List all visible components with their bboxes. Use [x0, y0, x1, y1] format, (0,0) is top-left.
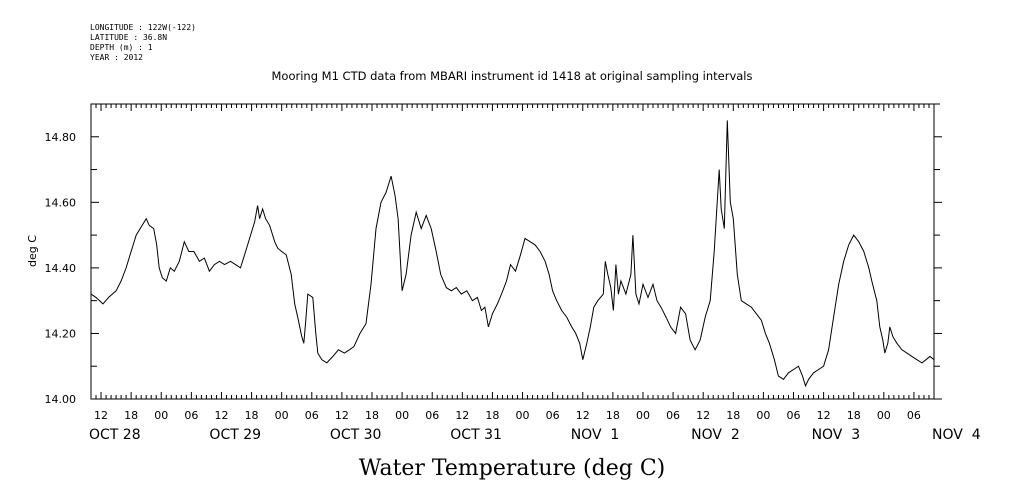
x-tick-label: 00 [516, 409, 530, 422]
y-axis-label: deg C [26, 235, 39, 267]
y-tick-label: 14.00 [45, 393, 77, 406]
x-tick-label: 18 [485, 409, 499, 422]
x-tick-label: 00 [275, 409, 289, 422]
x-tick-label: 12 [696, 409, 710, 422]
x-tick-label: 12 [214, 409, 228, 422]
x-tick-label: 18 [245, 409, 259, 422]
x-tick-label: 18 [847, 409, 861, 422]
x-day-label: OCT 30 [330, 427, 382, 443]
x-tick-label: 00 [154, 409, 168, 422]
x-tick-label: 06 [184, 409, 198, 422]
x-tick-label: 00 [877, 409, 891, 422]
x-tick-label: 18 [124, 409, 138, 422]
x-day-label: NOV 2 [691, 427, 740, 443]
y-tick-label: 14.40 [45, 262, 77, 275]
x-day-label: OCT 31 [450, 427, 502, 443]
x-day-label: NOV 4 [932, 427, 981, 443]
x-tick-label: 18 [726, 409, 740, 422]
x-tick-label: 00 [756, 409, 770, 422]
x-tick-label: 06 [907, 409, 921, 422]
x-tick-label: 18 [365, 409, 379, 422]
plot-frame [90, 103, 935, 400]
x-tick-label: 12 [576, 409, 590, 422]
x-tick-label: 06 [305, 409, 319, 422]
y-tick-label: 14.20 [45, 327, 77, 340]
x-tick-label: 06 [787, 409, 801, 422]
x-tick-label: 12 [455, 409, 469, 422]
x-tick-label: 06 [425, 409, 439, 422]
x-tick-label: 12 [817, 409, 831, 422]
x-day-label: OCT 29 [209, 427, 261, 443]
y-tick-label: 14.60 [45, 196, 77, 209]
longitude-label: LONGITUDE : 122W(-122) [90, 23, 196, 32]
x-day-label: NOV 3 [812, 427, 861, 443]
year-label: YEAR : 2012 [90, 53, 143, 62]
x-tick-label: 12 [335, 409, 349, 422]
chart-title: Mooring M1 CTD data from MBARI instrumen… [272, 69, 753, 83]
x-axis-ticks: 12 18 00 06 12 18 00 06 12 18 00 06 12 18 00 06 12 18 00 06… [89, 104, 981, 443]
x-axis-label: Water Temperature (deg C) [359, 456, 666, 481]
x-tick-label: 12 [94, 409, 108, 422]
x-tick-label: 00 [395, 409, 409, 422]
x-tick-label: 06 [666, 409, 680, 422]
y-axis-ticks: 14.00 14.20 14.40 14.60 14.80 [45, 103, 942, 406]
x-tick-label: 06 [546, 409, 560, 422]
x-day-label: OCT 28 [89, 427, 141, 443]
y-tick-label: 14.80 [45, 131, 77, 144]
depth-label: DEPTH (m) : 1 [90, 43, 153, 52]
x-tick-label: 18 [606, 409, 620, 422]
x-tick-label: 00 [636, 409, 650, 422]
series-line-water-temperature [90, 120, 935, 388]
x-day-label: NOV 1 [571, 427, 620, 443]
latitude-label: LATITUDE : 36.8N [90, 33, 167, 42]
